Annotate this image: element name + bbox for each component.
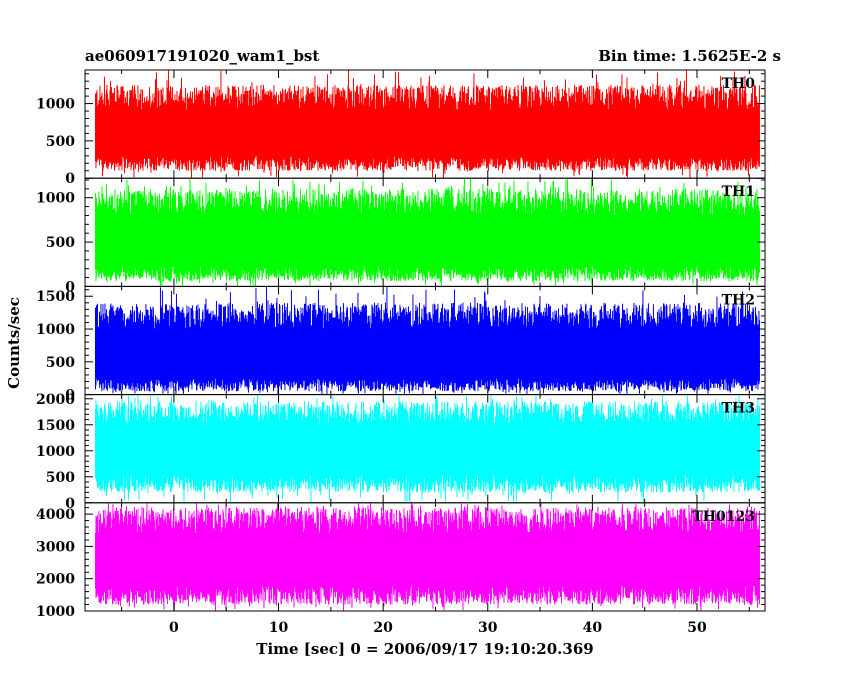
y-tick-label: 500 [46,355,75,371]
x-tick-label: 20 [373,620,393,636]
y-tick-label: 1000 [36,444,75,460]
y-tick-label: 3000 [36,539,75,555]
y-tick-label: 500 [46,470,75,486]
y-tick-label: 1500 [36,289,75,305]
chart-title: ae060917191020_wam1_bst [85,47,319,65]
x-tick-label: 10 [269,620,289,636]
x-tick-label: 30 [478,620,498,636]
y-tick-label: 0 [65,388,75,404]
y-tick-label: 1000 [36,191,75,207]
series-label: TH0 [722,76,756,92]
panel-th2: 0 500 1000 1500 TH2 [36,285,766,404]
y-axis-label: Counts/sec [5,297,23,389]
panel-th3: 0 500 1000 1500 2000 TH3 [36,392,766,512]
series-line-th0 [94,70,760,179]
panel-frame [84,502,766,612]
y-tick-label: 1000 [36,97,75,113]
series-line-th2 [94,286,760,395]
panel-th0: 0 500 1000 TH0 [36,69,766,187]
series-label: TH2 [722,292,755,308]
x-axis-label: Time [sec] 0 = 2006/09/17 19:10:20.369 [256,640,593,658]
panel-th0123: 1000 2000 3000 4000 TH0123 [36,502,766,620]
y-tick-label: 500 [46,235,75,251]
y-tick-label: 0 [65,279,75,295]
series-label: TH0123 [692,509,755,525]
y-tick-label: 500 [46,134,75,150]
x-tick-label: 50 [687,620,707,636]
y-tick-label: 1500 [36,418,75,434]
panel-th1: 0 500 1000 TH1 [36,177,766,295]
x-tick-label: 40 [583,620,603,636]
series-line-th0123 [94,502,760,611]
y-tick-label: 1000 [36,604,75,620]
series-line-th1 [94,178,760,287]
x-tick-label: 0 [169,620,179,636]
bin-time-label: Bin time: 1.5625E-2 s [598,47,781,65]
y-tick-label: 4000 [36,507,75,523]
y-tick-label: 2000 [36,572,75,588]
y-tick-label: 0 [65,496,75,512]
series-line-th3 [94,394,760,503]
y-tick-label: 2000 [36,392,75,408]
y-tick-label: 1000 [36,322,75,338]
series-label: TH1 [722,184,755,200]
y-tick-label: 0 [65,171,75,187]
series-label: TH3 [722,401,755,417]
